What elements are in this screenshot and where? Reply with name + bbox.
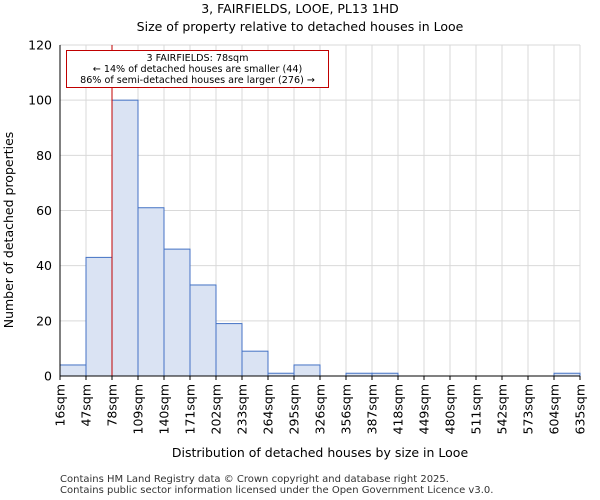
y-tick-label: 120	[28, 38, 52, 53]
histogram-bar	[293, 364, 321, 377]
histogram-bar	[189, 284, 217, 377]
axes	[59, 45, 581, 380]
y-axis-label: Number of detached properties	[1, 132, 16, 329]
y-tick-label: 80	[36, 148, 52, 163]
annotation-line-2: ← 14% of detached houses are smaller (44…	[92, 64, 303, 75]
y-tick-labels: 0 20 40 60 80 100 120	[28, 38, 52, 384]
bars	[59, 99, 581, 377]
y-tick-label: 20	[36, 313, 52, 328]
footer-line-2: Contains public sector information licen…	[60, 485, 494, 496]
x-tick-label: 418sqm	[391, 384, 406, 434]
x-tick-label: 202sqm	[209, 384, 224, 434]
x-tick-label: 573sqm	[521, 384, 536, 434]
histogram-bar	[241, 350, 269, 377]
x-tick-label: 326sqm	[313, 384, 328, 434]
histogram-bar	[59, 364, 87, 377]
x-tick-label: 140sqm	[157, 384, 172, 434]
x-tick-labels: 16sqm 47sqm 78sqm 109sqm 140sqm 171sqm 202sqm 2…	[53, 384, 588, 434]
annotation-line-1: 3 FAIRFIELDS: 78sqm	[146, 53, 249, 64]
x-tick-label: 16sqm	[53, 384, 68, 427]
x-tick-label: 387sqm	[365, 384, 380, 434]
x-tick-label: 542sqm	[495, 384, 510, 434]
x-tick-label: 233sqm	[235, 384, 250, 434]
x-tick-label: 78sqm	[105, 384, 120, 427]
x-tick-label: 449sqm	[417, 384, 432, 434]
x-tick-label: 47sqm	[79, 384, 94, 427]
x-tick-label: 511sqm	[469, 384, 484, 434]
x-tick-label: 109sqm	[131, 384, 146, 434]
histogram-bar	[111, 99, 139, 377]
histogram-bar	[215, 323, 243, 377]
y-tick-label: 100	[28, 93, 52, 108]
chart-subtitle: Size of property relative to detached ho…	[136, 19, 464, 34]
x-tick-label: 356sqm	[339, 384, 354, 434]
chart-title: 3, FAIRFIELDS, LOOE, PL13 1HD	[201, 1, 399, 16]
histogram-bar	[163, 248, 191, 377]
x-tick-label: 171sqm	[183, 384, 198, 434]
x-tick-label: 604sqm	[547, 384, 562, 434]
annotation-line-3: 86% of semi-detached houses are larger (…	[80, 75, 315, 86]
y-tick-label: 0	[44, 369, 52, 384]
x-tick-label: 264sqm	[261, 384, 276, 434]
x-tick-label: 635sqm	[573, 384, 588, 434]
y-tick-label: 40	[36, 258, 52, 273]
histogram-bar	[137, 207, 165, 377]
y-tick-label: 60	[36, 203, 52, 218]
x-axis-label: Distribution of detached houses by size …	[172, 445, 469, 460]
x-tick-label: 295sqm	[287, 384, 302, 434]
annotation-box: 3 FAIRFIELDS: 78sqm ← 14% of detached ho…	[66, 50, 329, 88]
x-tick-label: 480sqm	[443, 384, 458, 434]
histogram-bar	[85, 256, 113, 377]
footer-line-1: Contains HM Land Registry data © Crown c…	[60, 474, 449, 485]
